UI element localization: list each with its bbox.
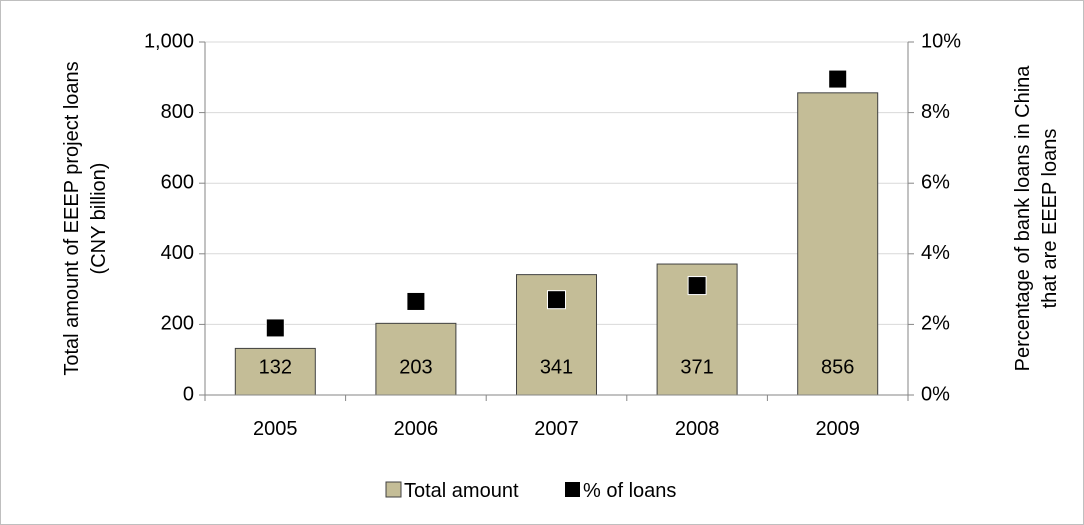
total-amount-bars (234, 92, 879, 396)
x-tick-label: 2006 (394, 418, 439, 440)
percent-markers (265, 69, 848, 338)
bar-2006 (375, 322, 457, 396)
left-tick-label: 1,000 (144, 30, 194, 52)
right-tick-label: 0% (921, 383, 950, 405)
left-tick-label: 200 (161, 313, 194, 335)
left-tick-label: 400 (161, 242, 194, 264)
legend-swatch-total-amount (385, 481, 402, 498)
right-tick-label: 6% (921, 171, 950, 193)
percent-marker-2007 (547, 290, 566, 310)
percent-marker-2009 (828, 69, 848, 89)
left-axis-title-line: (CNY billion) (88, 163, 110, 275)
left-tick-label: 800 (161, 101, 194, 123)
legend-swatch-percent (565, 482, 580, 497)
percent-marker-2008 (687, 276, 707, 296)
left-tick-label: 600 (161, 171, 194, 193)
labels: 132 203 341 371 856 0 200 400 600 800 1,000 0% 2% 4% 6… (61, 30, 1061, 440)
left-axis-title: Total amount of EEEP project loans (CNY b… (61, 61, 110, 375)
x-tick-label: 2009 (815, 418, 860, 440)
bar-data-label: 371 (680, 356, 713, 378)
bar-data-label: 856 (821, 356, 854, 378)
x-tick-label: 2005 (253, 418, 298, 440)
legend-label: % of loans (583, 480, 676, 502)
right-axis-title: Percentage of bank loans in China that ar… (1012, 65, 1061, 372)
x-tick-label: 2007 (534, 418, 579, 440)
axes (199, 41, 914, 401)
left-tick-label: 0 (183, 383, 194, 405)
left-axis-title-line: Total amount of EEEP project loans (61, 61, 83, 375)
percent-marker-2006 (406, 291, 426, 311)
right-axis-title-line: that are EEEP loans (1039, 129, 1061, 309)
right-axis-title-line: Percentage of bank loans in China (1012, 65, 1034, 372)
legend-label: Total amount (404, 480, 519, 502)
right-tick-label: 10% (921, 30, 961, 52)
bar-data-label: 203 (399, 356, 432, 378)
bar-data-label: 341 (540, 356, 573, 378)
right-tick-label: 2% (921, 313, 950, 335)
legend: Total amount % of loans (385, 480, 676, 502)
x-tick-label: 2008 (675, 418, 720, 440)
bar-data-label: 132 (259, 356, 292, 378)
right-tick-label: 4% (921, 242, 950, 264)
gridlines (205, 41, 908, 325)
right-tick-label: 8% (921, 101, 950, 123)
bar-2009 (797, 92, 879, 396)
percent-marker-2005 (265, 318, 285, 338)
